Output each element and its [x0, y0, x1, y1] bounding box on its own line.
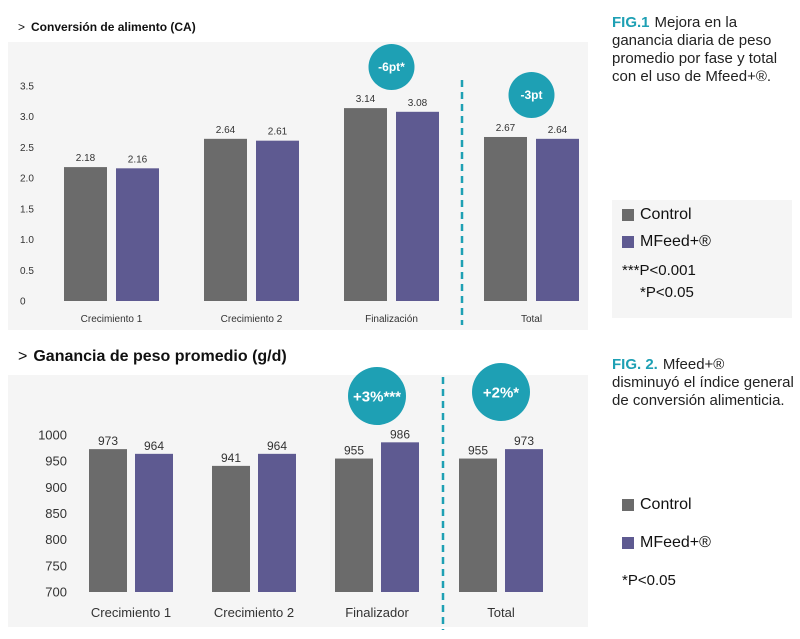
chart1-bar [344, 108, 387, 301]
chart2-category-label: Crecimiento 2 [214, 605, 294, 620]
legend2-control-label: Control [640, 496, 692, 513]
chart2-title-prefix: > [18, 348, 28, 365]
chart2-category-label: Finalizador [345, 605, 409, 620]
chart2-value-label: 964 [267, 439, 287, 453]
fig1-caption: FIG.1 Mejora en la ganancia diaria de pes… [612, 14, 794, 86]
fig2-text: Mfeed+® disminuyó el índice general de c… [612, 356, 794, 409]
chart2-value-label: 955 [468, 444, 488, 458]
chart2-bar [505, 449, 543, 592]
legend1-mfeed-label: MFeed+® [640, 233, 711, 250]
chart2-bar [212, 465, 250, 592]
chart2-value-label: 973 [514, 434, 534, 448]
chart2-annotation-badge [472, 363, 530, 421]
chart1-bar [256, 140, 299, 301]
fig2-label: FIG. 2. [612, 356, 658, 373]
legend1-mfeed-swatch [622, 236, 634, 248]
chart1-ytick-label: 0.5 [20, 266, 34, 277]
chart2-value-label: 986 [390, 427, 410, 441]
chart1-title-prefix: > [18, 20, 26, 34]
chart2-annotation-badge [348, 367, 406, 425]
chart2-bar [335, 458, 373, 592]
chart2-ytick-label: 900 [45, 480, 67, 495]
chart1-category-label: Total [521, 314, 542, 325]
chart2-ytick-label: 700 [45, 585, 67, 600]
chart2-value-label: 973 [98, 434, 118, 448]
legend2-mfeed-label: MFeed+® [640, 534, 711, 551]
legend2-note: *P<0.05 [622, 572, 676, 589]
legend1-note-1: ***P<0.001 [622, 262, 696, 279]
legend1-note-2: *P<0.05 [640, 284, 694, 301]
chart2-value-label: 941 [221, 451, 241, 465]
chart2-bar [381, 442, 419, 592]
chart2-category-label: Crecimiento 1 [91, 605, 171, 620]
fig2-caption: FIG. 2. Mfeed+® disminuyó el índice gener… [612, 356, 794, 410]
legend2-control: Control [622, 496, 692, 514]
chart2-title: > Ganancia de peso promedio (g/d) [18, 348, 287, 366]
legend1-control-swatch [622, 209, 634, 221]
chart1-bar [536, 138, 579, 301]
chart1-value-label: 2.64 [548, 125, 568, 136]
chart2-bar [89, 449, 127, 592]
chart2-svg: 700 750 800 850 900 950 1000 973 964 Crecimiento … [38, 363, 543, 630]
chart1-category-label: Finalización [365, 314, 418, 325]
chart1-annotation-label: -6pt* [378, 60, 405, 74]
chart1-value-label: 2.18 [76, 153, 96, 164]
chart2-ytick-label: 850 [45, 506, 67, 521]
chart1-category-label: Crecimiento 1 [81, 314, 143, 325]
chart1-value-label: 2.64 [216, 125, 236, 136]
chart1-bar [396, 111, 439, 301]
chart2-ytick-label: 950 [45, 454, 67, 469]
fig1-label: FIG.1 [612, 14, 650, 31]
legend1-mfeed: MFeed+® [622, 233, 711, 251]
legend2-control-swatch [622, 499, 634, 511]
chart1-annotation-label: -3pt [521, 88, 543, 102]
chart2-category-label: Total [487, 605, 515, 620]
legend1-control: Control [622, 206, 692, 224]
chart1-bar [204, 138, 247, 301]
chart1-ytick-label: 2.5 [20, 143, 34, 154]
chart2-value-label: 955 [344, 444, 364, 458]
chart2-annotation-label: +2%* [483, 384, 519, 401]
chart1-ytick-label: 0 [20, 297, 26, 308]
chart1-title-text: Conversión de alimento (CA) [31, 20, 196, 34]
chart1-annotation-badge [508, 72, 555, 118]
chart1-value-label: 3.14 [356, 94, 376, 105]
legend2-mfeed-swatch [622, 537, 634, 549]
chart2-ytick-label: 1000 [38, 428, 67, 443]
legend2: Control MFeed+® *P<0.05 [612, 486, 792, 602]
chart2-annotation-label: +3%*** [353, 388, 401, 405]
chart1-ytick-label: 2.0 [20, 174, 34, 185]
chart1-ytick-label: 1.0 [20, 235, 34, 246]
chart2-value-label: 964 [144, 439, 164, 453]
legend1-control-label: Control [640, 206, 692, 223]
chart1-svg: 0 0.5 1.0 1.5 2.0 2.5 3.0 3.5 2.18 2.16 Crecimient… [20, 44, 579, 325]
chart1-value-label: 2.61 [268, 127, 288, 138]
chart1-value-label: 2.16 [128, 154, 148, 165]
chart1-value-label: 3.08 [408, 98, 428, 109]
chart2-ytick-label: 750 [45, 558, 67, 573]
chart1-ytick-label: 3.0 [20, 112, 34, 123]
chart1-title: > Conversión de alimento (CA) [18, 20, 196, 34]
legend2-mfeed: MFeed+® [622, 534, 711, 552]
chart1-ytick-label: 3.5 [20, 82, 34, 93]
chart2-bar [258, 453, 296, 592]
chart1-annotation-badge [368, 44, 415, 90]
chart2-ytick-label: 800 [45, 532, 67, 547]
chart2-bar [459, 458, 497, 592]
chart2-title-text: Ganancia de peso promedio (g/d) [33, 348, 287, 365]
chart1-category-label: Crecimiento 2 [221, 314, 283, 325]
chart1-bar [64, 167, 107, 301]
chart1-bar [484, 136, 527, 301]
chart2-bar [135, 453, 173, 592]
chart1-value-label: 2.67 [496, 123, 516, 134]
chart1-bar [116, 168, 159, 301]
fig1-text: Mejora en la ganancia diaria de peso pro… [612, 14, 778, 85]
legend1: Control MFeed+® ***P<0.001 *P<0.05 [612, 200, 792, 318]
chart1-ytick-label: 1.5 [20, 204, 34, 215]
